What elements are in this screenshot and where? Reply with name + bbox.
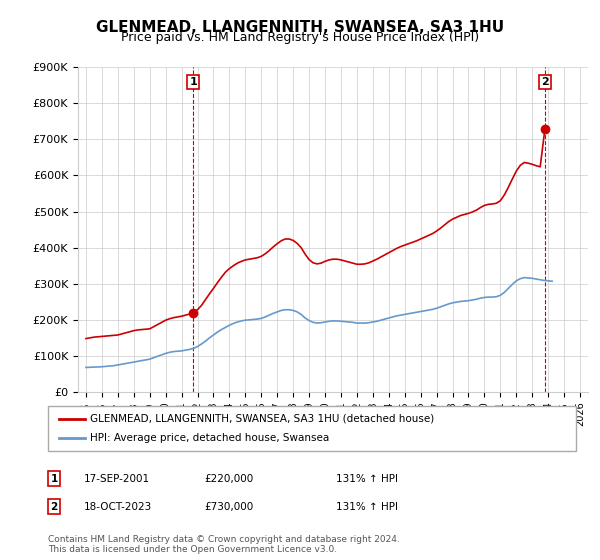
FancyBboxPatch shape [48, 406, 576, 451]
Text: £730,000: £730,000 [204, 502, 253, 512]
Text: 1: 1 [189, 77, 197, 87]
Text: 131% ↑ HPI: 131% ↑ HPI [336, 474, 398, 484]
Text: 17-SEP-2001: 17-SEP-2001 [84, 474, 150, 484]
Text: Contains HM Land Registry data © Crown copyright and database right 2024.
This d: Contains HM Land Registry data © Crown c… [48, 535, 400, 554]
Text: GLENMEAD, LLANGENNITH, SWANSEA, SA3 1HU: GLENMEAD, LLANGENNITH, SWANSEA, SA3 1HU [96, 20, 504, 35]
Text: GLENMEAD, LLANGENNITH, SWANSEA, SA3 1HU (detached house): GLENMEAD, LLANGENNITH, SWANSEA, SA3 1HU … [90, 413, 434, 423]
Text: 18-OCT-2023: 18-OCT-2023 [84, 502, 152, 512]
Text: Price paid vs. HM Land Registry's House Price Index (HPI): Price paid vs. HM Land Registry's House … [121, 31, 479, 44]
Text: £220,000: £220,000 [204, 474, 253, 484]
Text: HPI: Average price, detached house, Swansea: HPI: Average price, detached house, Swan… [90, 433, 329, 444]
Text: 2: 2 [50, 502, 58, 512]
Text: 131% ↑ HPI: 131% ↑ HPI [336, 502, 398, 512]
Text: 1: 1 [50, 474, 58, 484]
Text: 2: 2 [541, 77, 549, 87]
